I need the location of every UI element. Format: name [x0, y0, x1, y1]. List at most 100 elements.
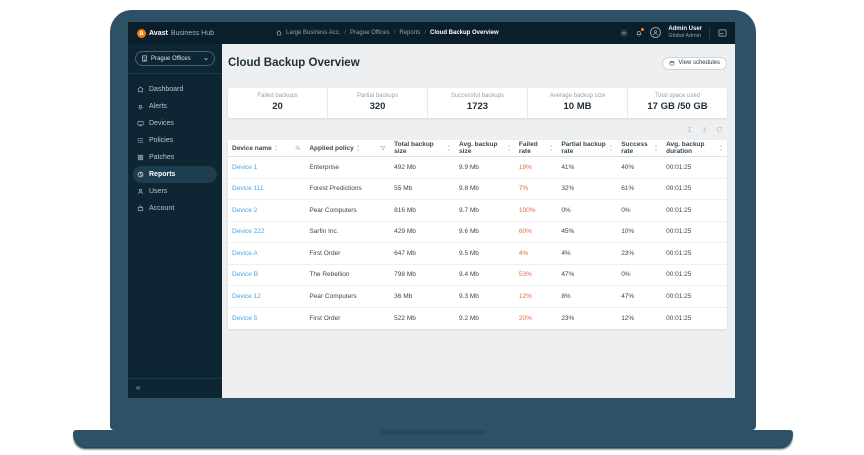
- stat-value: 10 MB: [563, 100, 592, 112]
- user-icon: [137, 188, 144, 194]
- refresh-icon[interactable]: [716, 126, 723, 133]
- reports-icon: [137, 171, 144, 178]
- breadcrumb-item[interactable]: Reports: [399, 30, 421, 36]
- device-name-link[interactable]: Device 5: [232, 314, 258, 322]
- chevron-down-icon: [203, 56, 209, 62]
- table-row[interactable]: Device 111 Forest Predictions 55 Mb 9.8 …: [228, 179, 727, 200]
- device-name-link[interactable]: Device 2: [232, 206, 258, 214]
- brand-suffix: Business Hub: [170, 29, 215, 37]
- table-row[interactable]: Device 1 Enterprise 492 Mb 9.9 Mb 19% 41…: [228, 157, 727, 179]
- table-row[interactable]: Device 12 Pear Computers 36 Mb 9.3 Mb 12…: [228, 286, 727, 308]
- sidebar-item-reports[interactable]: Reports: [133, 166, 217, 183]
- column-header-failed-rate[interactable]: Failed rate: [515, 140, 557, 156]
- sort-icon: [654, 145, 658, 151]
- success-rate-cell: 0%: [621, 206, 631, 214]
- home-icon: [137, 86, 144, 93]
- column-header-applied-policy[interactable]: Applied policy: [305, 140, 390, 156]
- notifications-bell-icon[interactable]: [635, 27, 645, 37]
- stat-label: Partial backups: [356, 92, 399, 99]
- search-icon[interactable]: [295, 145, 301, 151]
- partial-backup-rate-cell: 8%: [561, 292, 571, 300]
- calendar-icon: [670, 61, 675, 66]
- device-name-link[interactable]: Device 111: [232, 185, 264, 193]
- apps-launcher-icon[interactable]: [717, 28, 728, 38]
- success-rate-cell: 23%: [621, 249, 635, 257]
- notification-badge: [640, 27, 645, 32]
- sidebar-item-devices[interactable]: Devices: [133, 115, 217, 132]
- device-name-link[interactable]: Device 222: [232, 228, 265, 236]
- sidebar-collapse-button[interactable]: «: [128, 378, 222, 398]
- breadcrumb-item[interactable]: Prague Offices: [350, 30, 390, 36]
- column-header-success-rate[interactable]: Success rate: [617, 140, 662, 156]
- collapse-chevrons-icon: «: [136, 383, 141, 392]
- table-header-row: Device name Applied policy Total backup …: [228, 140, 727, 157]
- column-settings-icon[interactable]: [686, 126, 693, 133]
- column-header-avg-backup-size[interactable]: Avg. backup size: [455, 140, 515, 156]
- device-name-link[interactable]: Device B: [232, 271, 259, 279]
- user-name: Admin User: [668, 26, 702, 33]
- avg-backup-size-cell: 9.6 Mb: [459, 228, 479, 236]
- sidebar-item-account[interactable]: Account: [133, 200, 217, 217]
- laptop-base: [73, 430, 793, 447]
- column-header-device-name[interactable]: Device name: [228, 140, 305, 156]
- page-header: Cloud Backup Overview View schedules: [228, 50, 727, 76]
- briefcase-icon: [137, 205, 144, 211]
- applied-policy-cell: Forest Predictions: [309, 185, 362, 193]
- avg-backup-size-cell: 9.9 Mb: [459, 163, 479, 171]
- brand-name: Avast: [149, 29, 168, 37]
- table-row[interactable]: Device 222 Sarfin Inc. 429 Mb 9.6 Mb 60%…: [228, 222, 727, 243]
- topbar: a Avast Business Hub Large Business Acc.…: [128, 22, 735, 44]
- stat-total-space-used: Total space used 17 GB /50 GB: [627, 88, 727, 118]
- filter-icon[interactable]: [380, 145, 386, 151]
- sidebar-item-dashboard[interactable]: Dashboard: [133, 81, 217, 98]
- topbar-right: Admin User Global Admin: [620, 26, 728, 39]
- stat-partial-backups: Partial backups 320: [327, 88, 427, 118]
- breadcrumb-separator: /: [424, 30, 426, 36]
- stat-value: 17 GB /50 GB: [647, 100, 708, 112]
- failed-rate-cell: 12%: [518, 292, 532, 300]
- applied-policy-cell: Pear Computers: [309, 206, 357, 214]
- view-schedules-button[interactable]: View schedules: [662, 56, 727, 70]
- user-block[interactable]: Admin User Global Admin: [668, 26, 702, 39]
- sidebar-item-users[interactable]: Users: [133, 183, 217, 200]
- sidebar-item-policies[interactable]: Policies: [133, 132, 217, 149]
- partial-backup-rate-cell: 47%: [561, 271, 575, 279]
- device-name-link[interactable]: Device 1: [232, 163, 258, 171]
- column-header-partial-backup-rate[interactable]: Partial backup rate: [557, 140, 617, 156]
- success-rate-cell: 12%: [621, 314, 635, 322]
- failed-rate-cell: 4%: [518, 249, 529, 257]
- device-name-link[interactable]: Device 12: [232, 292, 261, 300]
- main-content: Cloud Backup Overview View schedules Fai…: [222, 44, 735, 398]
- success-rate-cell: 61%: [621, 185, 635, 193]
- table-row[interactable]: Device A First Order 647 Mb 9.5 Mb 4% 4%…: [228, 243, 727, 265]
- org-selector[interactable]: Prague Offices: [135, 51, 215, 66]
- avatar[interactable]: [650, 27, 662, 39]
- failed-rate-cell: 53%: [518, 271, 532, 279]
- table-row[interactable]: Device 2 Pear Computers 816 Mb 9.7 Mb 10…: [228, 200, 727, 222]
- success-rate-cell: 47%: [621, 292, 635, 300]
- table-row[interactable]: Device 5 First Order 522 Mb 9.2 Mb 20% 2…: [228, 308, 727, 330]
- settings-gear-icon[interactable]: [620, 29, 628, 37]
- sidebar-item-patches[interactable]: Patches: [133, 149, 217, 166]
- column-header-total-backup-size[interactable]: Total backup size: [390, 140, 455, 156]
- sidebar-item-label: Alerts: [149, 103, 167, 110]
- stat-average-backup-size: Average backup size 10 MB: [527, 88, 627, 118]
- export-download-icon[interactable]: [701, 126, 708, 133]
- stat-value: 320: [369, 100, 386, 112]
- sort-icon: [356, 145, 360, 151]
- avg-backup-size-cell: 9.3 Mb: [459, 292, 479, 300]
- partial-backup-rate-cell: 45%: [561, 228, 575, 236]
- building-icon: [142, 55, 147, 62]
- stat-failed-backups: Failed backups 20: [228, 88, 327, 118]
- home-icon[interactable]: [276, 30, 282, 36]
- avg-backup-duration-cell: 00:01:25: [666, 185, 692, 193]
- breadcrumb-item[interactable]: Large Business Acc.: [286, 30, 341, 36]
- table-row[interactable]: Device B The Rebellion 798 Mb 9.4 Mb 53%…: [228, 265, 727, 286]
- sort-icon: [719, 145, 723, 151]
- sort-icon: [274, 145, 278, 151]
- avg-backup-duration-cell: 00:01:25: [666, 314, 692, 322]
- column-header-avg-backup-duration[interactable]: Avg. backup duration: [662, 140, 727, 156]
- device-name-link[interactable]: Device A: [232, 249, 258, 257]
- laptop-base-notch: [380, 430, 486, 435]
- sidebar-item-alerts[interactable]: Alerts: [133, 98, 217, 115]
